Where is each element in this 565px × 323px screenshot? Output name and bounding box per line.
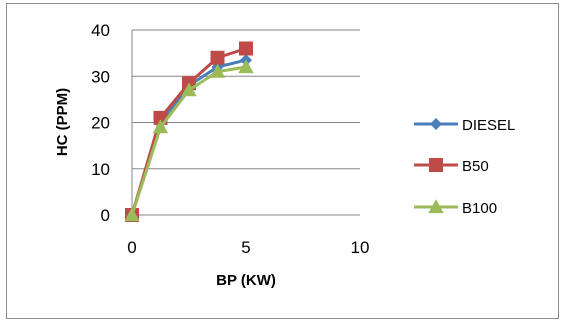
chart-frame <box>6 3 559 319</box>
data-point-b100 <box>181 82 197 97</box>
legend-label: B100 <box>462 200 497 217</box>
data-point-b50 <box>210 50 225 65</box>
legend-item-diesel: DIESEL <box>414 117 515 134</box>
legend-item-b100: B100 <box>414 199 497 217</box>
x-tick-label: 0 <box>127 238 136 257</box>
data-point-b100 <box>124 207 140 222</box>
data-point-b100 <box>238 59 254 74</box>
data-point-b50 <box>239 41 253 56</box>
legend-item-b50: B50 <box>414 158 489 175</box>
x-tick-label: 10 <box>351 238 370 257</box>
ticks: 0 10 20 30 40 0 5 10 <box>91 21 369 257</box>
y-tick-label: 10 <box>91 160 110 179</box>
y-tick-label: 40 <box>91 21 110 40</box>
y-tick-label: 0 <box>101 206 110 225</box>
series-b100 <box>124 59 254 222</box>
y-tick-label: 30 <box>91 67 110 86</box>
legend-label: DIESEL <box>462 117 515 134</box>
series-group <box>124 41 254 222</box>
legend-marker-diesel <box>430 118 442 130</box>
y-axis-title: HC (PPM) <box>54 88 71 156</box>
legend: DIESEL B50 B100 <box>414 117 515 217</box>
data-point-b100 <box>209 63 226 78</box>
legend-marker-b100 <box>428 199 444 214</box>
x-axis-title: BP (KW) <box>216 272 276 289</box>
legend-marker-b50 <box>429 158 443 172</box>
y-tick-label: 20 <box>91 114 110 133</box>
axes <box>131 30 360 216</box>
data-point-b100 <box>152 119 169 134</box>
legend-label: B50 <box>462 158 489 175</box>
x-tick-label: 5 <box>241 238 250 257</box>
grid <box>132 29 360 170</box>
series-line <box>130 47 247 216</box>
